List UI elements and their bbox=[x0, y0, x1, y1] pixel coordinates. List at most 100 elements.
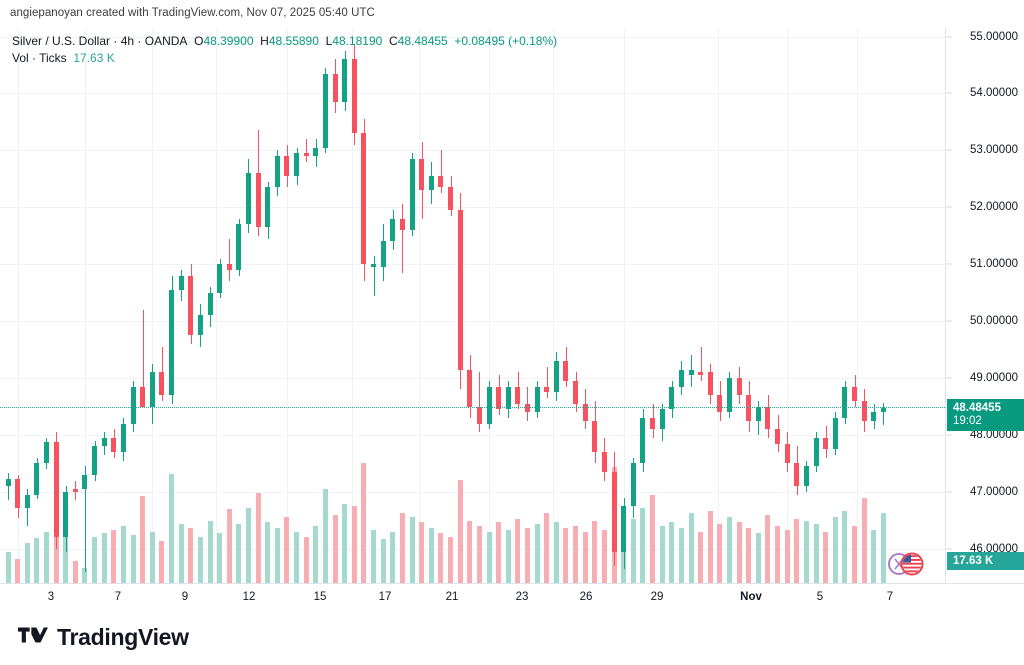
volume-bar bbox=[188, 527, 194, 578]
candle-body bbox=[5, 479, 11, 487]
gridline-vertical bbox=[287, 28, 288, 583]
axis-strip-segment bbox=[755, 578, 761, 583]
volume-bar bbox=[207, 520, 213, 578]
axis-strip-segment bbox=[159, 578, 165, 583]
candle-body bbox=[101, 437, 107, 447]
candle-body bbox=[505, 386, 511, 410]
volume-bar bbox=[322, 488, 328, 578]
volume-bar bbox=[399, 513, 405, 578]
price-tick-label: 47.00000 bbox=[970, 485, 1018, 498]
axis-strip-segment bbox=[217, 578, 223, 583]
axis-strip-segment bbox=[274, 578, 280, 583]
axis-strip-segment bbox=[775, 578, 781, 583]
time-tick-label: 5 bbox=[816, 591, 824, 603]
price-tick-label: 52.00000 bbox=[970, 201, 1018, 214]
candle-body bbox=[717, 395, 723, 413]
candle-body bbox=[53, 441, 59, 538]
time-tick-label: 21 bbox=[445, 591, 459, 603]
candle-body bbox=[255, 173, 261, 228]
candle-body bbox=[592, 420, 598, 453]
axis-strip-segment bbox=[178, 578, 184, 583]
axis-strip-segment bbox=[255, 578, 261, 583]
axis-strip-segment bbox=[592, 578, 598, 583]
candle-body bbox=[63, 491, 69, 538]
time-axis[interactable]: 3 7 9 12 15 17 21 23 26 29 Nov 5 7 bbox=[0, 583, 1024, 611]
gridline-vertical bbox=[152, 28, 153, 583]
candle-body bbox=[813, 437, 819, 467]
currency-pair-flag-icon[interactable] bbox=[886, 551, 930, 577]
axis-strip-segment bbox=[419, 578, 425, 583]
candle-wick bbox=[479, 372, 480, 433]
volume-bar bbox=[236, 524, 242, 578]
axis-strip-segment bbox=[322, 578, 328, 583]
volume-bar bbox=[159, 540, 165, 578]
volume-bar bbox=[34, 537, 40, 578]
candle-body bbox=[650, 417, 656, 430]
candle-body bbox=[842, 386, 848, 418]
axis-strip-segment bbox=[515, 578, 521, 583]
candle-wick bbox=[374, 255, 375, 296]
volume-bar bbox=[101, 533, 107, 578]
gridline-vertical bbox=[553, 28, 554, 583]
candle-body bbox=[640, 417, 646, 464]
volume-bar bbox=[669, 522, 675, 578]
volume-bar bbox=[149, 531, 155, 578]
axis-strip-segment bbox=[63, 578, 69, 583]
candle-body bbox=[544, 386, 550, 393]
volume-bar bbox=[467, 520, 473, 578]
volume-bar bbox=[794, 518, 800, 578]
candle-wick bbox=[883, 403, 884, 425]
axis-strip-segment bbox=[601, 578, 607, 583]
volume-bar bbox=[736, 522, 742, 578]
axis-strip-segment bbox=[246, 578, 251, 583]
candle-body bbox=[178, 275, 184, 290]
axis-strip-segment bbox=[371, 578, 377, 583]
volume-bar bbox=[274, 527, 280, 578]
axis-strip-segment bbox=[727, 578, 732, 583]
volume-bar bbox=[832, 516, 838, 578]
candle-wick bbox=[229, 238, 230, 282]
axis-strip-segment bbox=[678, 578, 684, 583]
gridline-horizontal bbox=[0, 548, 945, 550]
volume-bar bbox=[707, 511, 713, 578]
price-axis[interactable]: 55.00000 54.00000 53.00000 52.00000 51.00000… bbox=[945, 28, 1024, 583]
volume-bar bbox=[813, 524, 819, 578]
price-tick-label: 53.00000 bbox=[970, 144, 1018, 157]
current-price-badge[interactable]: 48.48455 19:02 bbox=[947, 399, 1024, 432]
gridline-vertical bbox=[216, 28, 217, 583]
price-tick-label: 51.00000 bbox=[970, 258, 1018, 271]
volume-bar bbox=[169, 474, 175, 578]
candle-body bbox=[688, 369, 694, 376]
axis-strip-segment bbox=[640, 578, 646, 583]
candle-body bbox=[130, 386, 136, 424]
chart-plot-area[interactable] bbox=[0, 28, 945, 583]
candle-body bbox=[775, 429, 781, 444]
candle-body bbox=[197, 315, 203, 336]
candle-body bbox=[371, 264, 377, 268]
volume-value-badge[interactable]: 17.63 K bbox=[947, 552, 1024, 570]
axis-strip-segment bbox=[707, 578, 713, 583]
volume-bar bbox=[265, 522, 271, 578]
candle-body bbox=[322, 73, 328, 148]
volume-bar bbox=[130, 535, 136, 578]
candle-body bbox=[736, 378, 742, 396]
candle-body bbox=[823, 437, 829, 450]
axis-strip-segment bbox=[448, 578, 454, 583]
axis-strip-segment bbox=[467, 578, 473, 583]
volume-bar bbox=[332, 514, 338, 578]
axis-strip-segment bbox=[823, 578, 829, 583]
axis-strip-segment bbox=[332, 578, 338, 583]
volume-bar bbox=[775, 526, 781, 578]
volume-bar bbox=[515, 518, 521, 578]
axis-strip-segment bbox=[476, 578, 482, 583]
volume-bar bbox=[592, 520, 598, 578]
axis-strip-segment bbox=[698, 578, 704, 583]
axis-strip-segment bbox=[111, 578, 117, 583]
candle-body bbox=[419, 158, 425, 191]
axis-strip-segment bbox=[688, 578, 694, 583]
volume-bar bbox=[601, 529, 607, 578]
time-tick-label: 9 bbox=[181, 591, 189, 603]
axis-strip-segment bbox=[303, 578, 309, 583]
candle-body bbox=[698, 372, 704, 376]
axis-strip-segment bbox=[351, 578, 357, 583]
